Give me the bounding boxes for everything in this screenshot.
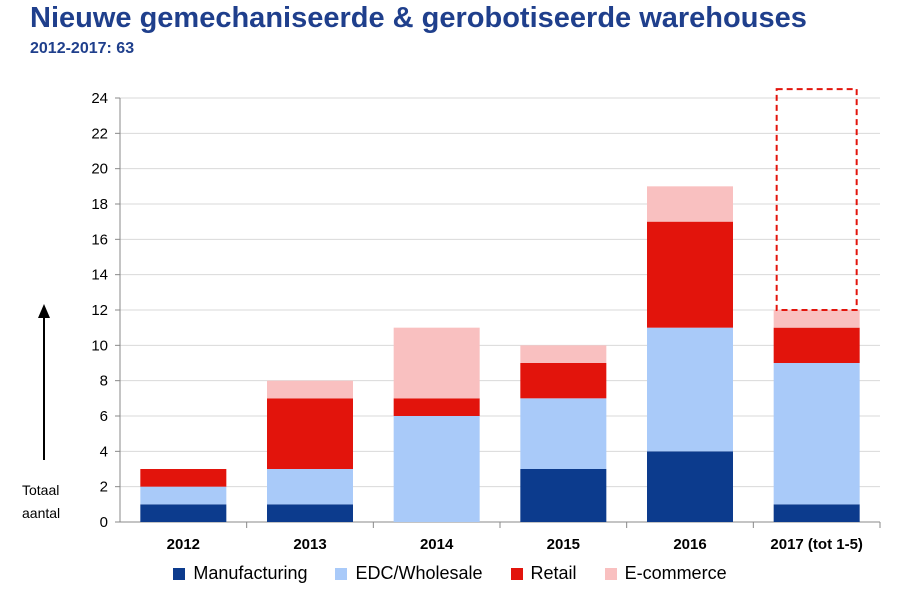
x-tick-label: 2014 xyxy=(420,536,454,553)
bar-manufacturing xyxy=(267,504,353,522)
y-tick-label: 10 xyxy=(91,337,108,354)
bar-e-commerce xyxy=(393,327,480,399)
bar-edc-wholesale xyxy=(267,469,353,505)
legend-swatch xyxy=(510,567,523,580)
bar-manufacturing xyxy=(140,504,227,522)
bar-edc-wholesale xyxy=(520,398,607,469)
bar-edc-wholesale xyxy=(647,327,733,452)
y-tick-label: 16 xyxy=(91,231,108,248)
bar-retail xyxy=(267,398,353,469)
bar-retail xyxy=(140,469,227,487)
bar-retail xyxy=(520,363,607,399)
y-tick-label: 24 xyxy=(91,90,108,107)
legend-label: Retail xyxy=(530,563,577,583)
x-tick-label: 2012 xyxy=(167,536,200,553)
bar-edc-wholesale xyxy=(773,363,860,505)
bar-retail xyxy=(773,327,860,363)
y-tick-label: 6 xyxy=(100,408,108,425)
legend-swatch xyxy=(335,567,348,580)
x-tick-label: 2015 xyxy=(547,536,580,553)
x-tick-label: 2016 xyxy=(673,536,706,553)
bar-edc-wholesale xyxy=(393,416,480,522)
legend-label: Manufacturing xyxy=(193,563,308,583)
chart-legend: Manufacturing EDC/Wholesale Retail E-commer… xyxy=(0,563,900,584)
y-axis-arrow-head xyxy=(38,304,50,318)
legend-item-e-commerce: E-commerce xyxy=(604,563,727,584)
chart-title: Nieuwe gemechaniseerde & gerobotiseerde … xyxy=(30,2,807,34)
bar-manufacturing xyxy=(647,451,733,522)
chart-subtitle: 2012-2017: 63 xyxy=(30,40,135,57)
bar-retail xyxy=(647,221,733,328)
bar-edc-wholesale xyxy=(140,486,227,505)
legend-item-retail: Retail xyxy=(510,563,577,584)
x-tick-label: 2013 xyxy=(293,536,326,553)
legend-swatch xyxy=(173,567,186,580)
bar-manufacturing xyxy=(520,469,607,522)
y-tick-label: 4 xyxy=(100,443,108,460)
y-axis-label-line-1: Totaal xyxy=(22,482,60,498)
y-tick-label: 22 xyxy=(91,125,108,142)
legend-item-manufacturing: Manufacturing xyxy=(173,563,307,584)
bar-manufacturing xyxy=(773,504,860,522)
y-tick-label: 20 xyxy=(91,161,108,178)
y-axis-label-line-2: aantal xyxy=(22,505,61,521)
y-tick-label: 18 xyxy=(91,196,108,213)
legend-item-edc-wholesale: EDC/Wholesale xyxy=(335,563,483,584)
bar-retail xyxy=(393,398,480,416)
y-tick-label: 12 xyxy=(91,302,108,319)
legend-label: EDC/Wholesale xyxy=(355,563,483,583)
bar-e-commerce xyxy=(520,345,607,363)
y-tick-label: 2 xyxy=(100,479,108,496)
projection-dashed-box xyxy=(775,88,858,311)
bar-e-commerce xyxy=(267,380,353,399)
y-tick-label: 0 xyxy=(100,514,108,531)
y-tick-label: 8 xyxy=(100,373,108,390)
legend-swatch xyxy=(604,567,617,580)
bar-e-commerce xyxy=(773,310,860,328)
x-tick-label: 2017 (tot 1-5) xyxy=(770,536,863,553)
bar-e-commerce xyxy=(647,186,733,222)
legend-label: E-commerce xyxy=(624,563,727,583)
y-tick-label: 14 xyxy=(91,267,108,284)
